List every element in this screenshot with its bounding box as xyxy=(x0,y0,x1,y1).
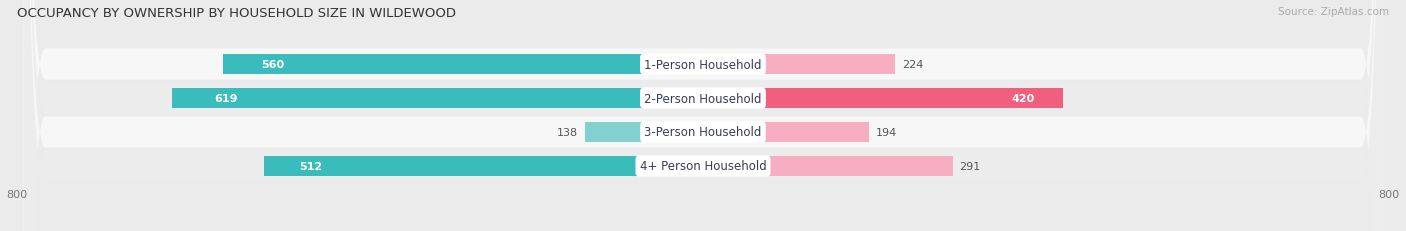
Text: 3-Person Household: 3-Person Household xyxy=(644,126,762,139)
Bar xyxy=(264,156,703,176)
Text: 291: 291 xyxy=(959,161,981,171)
Bar xyxy=(703,55,896,75)
Text: 619: 619 xyxy=(215,94,238,103)
Bar xyxy=(703,89,1063,108)
FancyBboxPatch shape xyxy=(24,0,1382,231)
Text: OCCUPANCY BY OWNERSHIP BY HOUSEHOLD SIZE IN WILDEWOOD: OCCUPANCY BY OWNERSHIP BY HOUSEHOLD SIZE… xyxy=(17,7,456,20)
Text: Source: ZipAtlas.com: Source: ZipAtlas.com xyxy=(1278,7,1389,17)
FancyBboxPatch shape xyxy=(24,0,1382,231)
Bar xyxy=(703,123,869,142)
Text: 420: 420 xyxy=(1011,94,1035,103)
Text: 224: 224 xyxy=(903,60,924,70)
Bar xyxy=(172,89,703,108)
Text: 512: 512 xyxy=(299,161,322,171)
FancyBboxPatch shape xyxy=(24,0,1382,231)
Text: 2-Person Household: 2-Person Household xyxy=(644,92,762,105)
Text: 1-Person Household: 1-Person Household xyxy=(644,58,762,71)
Bar xyxy=(585,123,703,142)
Text: 138: 138 xyxy=(557,128,578,137)
FancyBboxPatch shape xyxy=(24,0,1382,231)
Text: 194: 194 xyxy=(876,128,897,137)
Bar xyxy=(222,55,703,75)
Text: 4+ Person Household: 4+ Person Household xyxy=(640,160,766,173)
Bar xyxy=(703,156,953,176)
Text: 560: 560 xyxy=(262,60,284,70)
